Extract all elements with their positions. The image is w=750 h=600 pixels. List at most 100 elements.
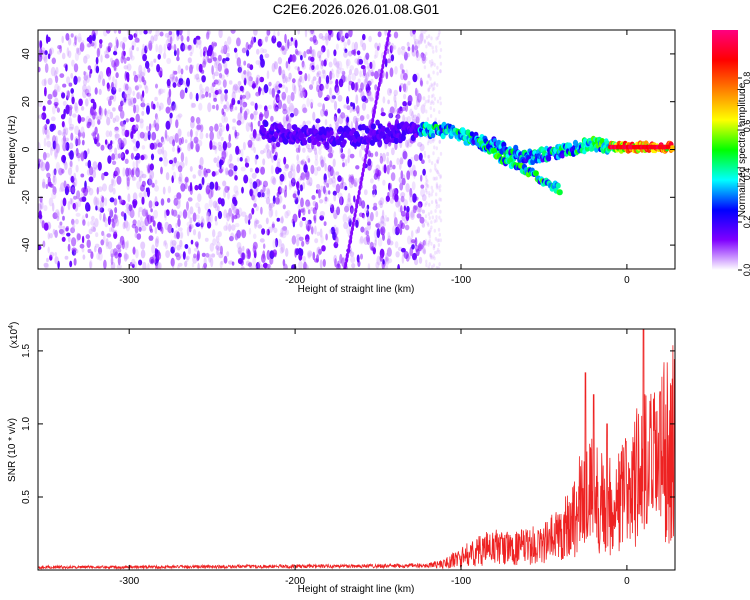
stripe-mark bbox=[361, 171, 365, 178]
noise-mark bbox=[67, 167, 73, 176]
noise-mark bbox=[428, 60, 432, 64]
noise-mark bbox=[69, 123, 75, 129]
noise-mark bbox=[389, 89, 392, 94]
noise-mark bbox=[380, 215, 385, 224]
noise-mark bbox=[318, 33, 324, 39]
noise-mark bbox=[236, 37, 241, 47]
noise-mark bbox=[437, 266, 440, 269]
noise-mark bbox=[424, 203, 427, 207]
noise-mark bbox=[430, 241, 433, 246]
noise-mark bbox=[135, 249, 139, 259]
noise-mark bbox=[263, 148, 266, 154]
noise-mark bbox=[187, 210, 191, 219]
noise-mark bbox=[426, 99, 430, 104]
noise-mark bbox=[211, 140, 216, 146]
noise-mark bbox=[123, 219, 129, 229]
noise-mark bbox=[201, 176, 205, 186]
noise-mark bbox=[82, 78, 88, 86]
noise-mark bbox=[65, 33, 70, 41]
noise-mark bbox=[147, 214, 152, 225]
noise-mark bbox=[413, 38, 419, 45]
noise-mark bbox=[336, 66, 342, 75]
noise-mark bbox=[284, 33, 287, 44]
noise-mark bbox=[314, 147, 318, 156]
noise-mark bbox=[212, 200, 218, 209]
noise-mark bbox=[177, 128, 182, 137]
noise-mark bbox=[111, 153, 116, 161]
noise-mark bbox=[336, 206, 341, 216]
noise-mark bbox=[287, 115, 292, 124]
noise-mark bbox=[118, 87, 122, 93]
noise-mark bbox=[47, 53, 51, 60]
noise-mark bbox=[43, 205, 48, 212]
noise-mark bbox=[350, 256, 356, 264]
noise-mark bbox=[142, 190, 148, 198]
snr-scale-exp: 4 bbox=[8, 325, 15, 329]
noise-mark bbox=[190, 64, 194, 69]
noise-mark bbox=[217, 155, 220, 163]
noise-mark bbox=[354, 67, 359, 77]
stripe-mark bbox=[363, 157, 367, 164]
noise-mark bbox=[45, 161, 50, 172]
noise-mark bbox=[257, 261, 262, 269]
noise-mark bbox=[264, 108, 269, 119]
noise-mark bbox=[390, 42, 395, 52]
noise-mark bbox=[305, 199, 310, 207]
noise-mark bbox=[274, 85, 279, 93]
branch-mark bbox=[491, 148, 498, 154]
noise-mark bbox=[167, 42, 172, 51]
noise-mark bbox=[243, 60, 247, 66]
noise-mark bbox=[393, 31, 399, 39]
noise-mark bbox=[360, 90, 365, 100]
noise-mark bbox=[346, 105, 351, 111]
noise-mark bbox=[257, 120, 261, 127]
noise-mark bbox=[244, 214, 248, 225]
noise-mark bbox=[73, 150, 77, 155]
noise-mark bbox=[187, 45, 193, 50]
noise-mark bbox=[434, 163, 437, 168]
noise-mark bbox=[409, 108, 413, 117]
noise-mark bbox=[427, 223, 430, 227]
noise-mark bbox=[436, 169, 439, 174]
noise-mark bbox=[143, 66, 146, 77]
noise-mark bbox=[423, 250, 426, 255]
noise-mark bbox=[379, 254, 383, 262]
noise-mark bbox=[255, 48, 260, 55]
noise-mark bbox=[438, 119, 441, 124]
noise-mark bbox=[262, 250, 266, 259]
noise-mark bbox=[243, 174, 249, 184]
noise-mark bbox=[281, 91, 287, 100]
noise-mark bbox=[211, 82, 216, 88]
noise-mark bbox=[431, 45, 434, 50]
noise-mark bbox=[76, 232, 79, 242]
noise-mark bbox=[426, 80, 429, 85]
noise-mark bbox=[333, 57, 337, 66]
noise-mark bbox=[263, 243, 266, 249]
noise-mark bbox=[338, 114, 344, 125]
noise-mark bbox=[382, 179, 386, 186]
noise-mark bbox=[146, 164, 151, 175]
noise-mark bbox=[425, 44, 428, 49]
noise-mark bbox=[61, 52, 66, 60]
noise-mark bbox=[90, 226, 96, 232]
noise-mark bbox=[150, 153, 155, 161]
noise-mark bbox=[203, 262, 208, 269]
noise-mark bbox=[93, 196, 98, 206]
noise-mark bbox=[132, 200, 137, 209]
noise-mark bbox=[432, 86, 436, 91]
noise-mark bbox=[216, 205, 220, 212]
noise-mark bbox=[377, 45, 380, 51]
noise-mark bbox=[427, 212, 431, 217]
noise-mark bbox=[82, 254, 86, 260]
noise-mark bbox=[197, 231, 201, 240]
noise-mark bbox=[307, 182, 313, 187]
noise-mark bbox=[369, 61, 373, 69]
noise-mark bbox=[366, 65, 371, 70]
noise-mark bbox=[435, 183, 439, 188]
noise-mark bbox=[427, 94, 431, 99]
noise-mark bbox=[274, 61, 279, 70]
signal-mark bbox=[400, 134, 406, 141]
noise-mark bbox=[112, 187, 116, 195]
noise-mark bbox=[71, 96, 75, 105]
noise-mark bbox=[321, 69, 325, 75]
